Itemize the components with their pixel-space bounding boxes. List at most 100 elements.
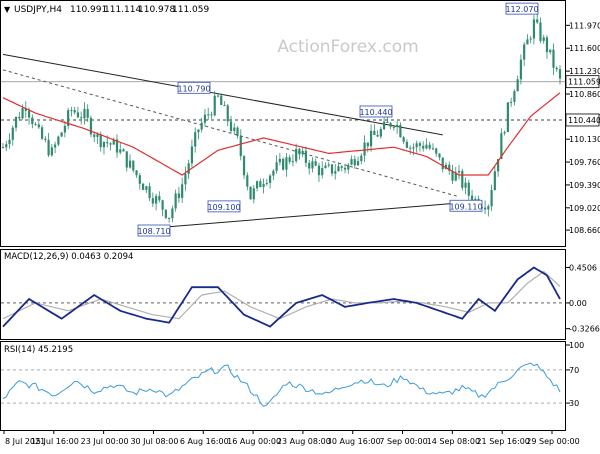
candle-body (425, 144, 428, 149)
ohlc-open: 110.991 (70, 5, 107, 15)
candle-body (194, 132, 197, 147)
candle-body (392, 126, 395, 128)
ohlc-low: 110.978 (138, 5, 175, 15)
candle-body (76, 112, 80, 118)
last-price-box (565, 75, 600, 89)
candle-body (513, 91, 516, 102)
candle-body (317, 165, 321, 176)
candle-body (11, 127, 14, 140)
candle-body (174, 193, 177, 209)
candle-body (109, 143, 112, 145)
candle-body (321, 168, 324, 176)
candle-body (145, 186, 148, 190)
price-annotation-label: 110.440 (359, 108, 392, 117)
x-tick-label: 16 Aug 00:00 (227, 437, 281, 446)
symbol-arrow-icon[interactable]: ▼ (4, 5, 11, 14)
watermark: ActionForex.com (277, 37, 418, 57)
candle-body (451, 170, 454, 181)
candle-body (383, 121, 386, 130)
candle-body (483, 207, 487, 210)
candle-body (366, 142, 369, 147)
macd-layer (1, 266, 565, 328)
trendline (165, 201, 476, 228)
candle-body (220, 95, 223, 106)
candle-body (399, 124, 402, 138)
price-tick-label: 111.600 (569, 44, 600, 53)
candle-body (555, 67, 558, 70)
candle-body (448, 164, 451, 171)
price-tick-label: 109.760 (569, 158, 600, 167)
candle-body (70, 110, 73, 112)
candle-body (1, 147, 5, 149)
price-annotation-label: 108.710 (137, 227, 170, 236)
candle-body (216, 95, 220, 97)
candle-body (47, 139, 50, 156)
candle-body (330, 164, 334, 174)
x-tick-label: 15 Jul 16:00 (31, 437, 79, 446)
price-tick-label: 109.390 (569, 181, 600, 190)
candle-body (89, 117, 93, 135)
candle-body (99, 134, 102, 148)
candle-body (314, 161, 317, 166)
candle-body (8, 139, 11, 145)
x-tick-label: 21 Sep 16:00 (476, 437, 529, 446)
candle-body (233, 127, 236, 131)
axis-layer: 111.970111.600111.230110.860110.490110.1… (3, 21, 600, 446)
candle-body (334, 171, 337, 174)
candle-body (249, 186, 252, 200)
candle-body (141, 183, 145, 190)
price-tick-label: 111.230 (569, 67, 600, 76)
candle-body (519, 59, 523, 80)
x-tick-label: 23 Jul 00:00 (81, 437, 129, 446)
candle-body (122, 149, 125, 152)
candle-body (422, 145, 425, 149)
candle-body (396, 124, 399, 127)
candle-body (125, 151, 128, 168)
macd-tick-label: 0.4506 (569, 263, 597, 272)
candle-body (288, 157, 291, 162)
candle-body (275, 162, 278, 171)
candle-body (360, 155, 363, 162)
candle-body (454, 172, 457, 181)
candle-body (210, 114, 213, 116)
candle-body (151, 198, 154, 204)
candle-body (86, 109, 89, 118)
candle-body (497, 159, 500, 172)
candle-body (327, 164, 330, 166)
candle-body (63, 125, 66, 133)
candle-body (31, 117, 34, 125)
candle-body (428, 144, 431, 149)
candle-body (265, 182, 268, 184)
price-annotation-box (207, 200, 241, 213)
x-tick-label: 30 Jul 08:00 (130, 437, 178, 446)
x-tick-label: 8 Jul 2021 (5, 437, 45, 446)
candle-body (324, 165, 327, 169)
x-tick-label: 29 Sep 00:00 (526, 437, 579, 446)
price-annotation-label: 110.790 (177, 84, 210, 93)
trendline (2, 69, 460, 198)
candle-body (363, 142, 366, 156)
candle-body (24, 108, 27, 111)
candle-body (435, 148, 438, 154)
candle-body (539, 22, 542, 41)
candle-body (545, 37, 549, 53)
candle-body (461, 170, 464, 188)
rsi-line (2, 362, 561, 407)
price-tick-label: 108.660 (569, 226, 600, 235)
candle-body (242, 156, 246, 176)
price-annotation-box (449, 199, 483, 212)
candle-body (467, 182, 470, 196)
ohlc-close: 111.059 (172, 5, 209, 15)
candle-body (132, 160, 135, 171)
candle-body (67, 110, 70, 126)
rsi-tick-label: 30 (569, 399, 579, 408)
price-tick-label: 110.130 (569, 135, 600, 144)
candle-body (268, 175, 272, 183)
candle-body (37, 124, 40, 128)
candle-body (350, 159, 353, 165)
candle-body (464, 182, 467, 188)
candle-body (516, 79, 519, 92)
candle-body (50, 147, 53, 156)
candle-body (44, 138, 47, 140)
